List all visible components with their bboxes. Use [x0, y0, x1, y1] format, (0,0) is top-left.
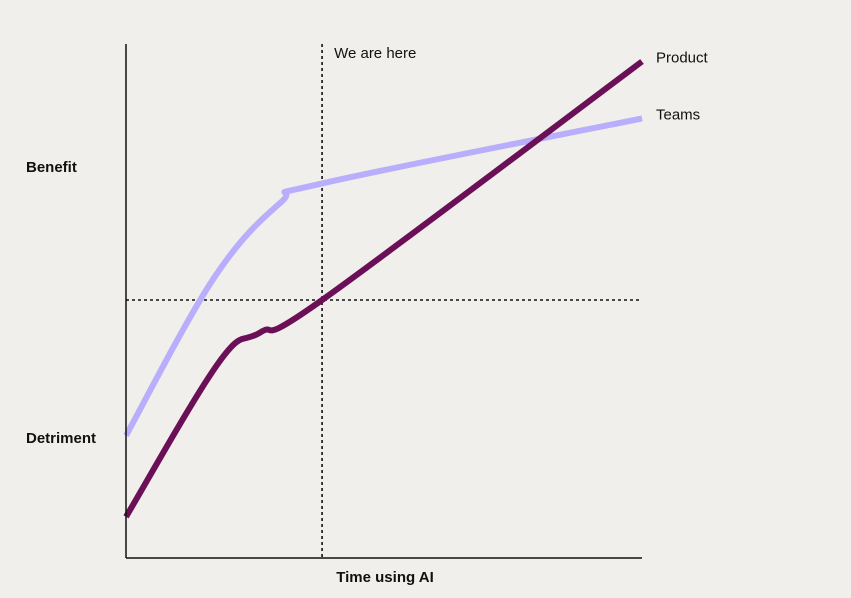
labels: Benefit Detriment Time using AI We are h… — [26, 45, 434, 586]
reference-lines — [126, 44, 642, 558]
vertical-line-label: We are here — [334, 45, 416, 62]
axes — [125, 44, 642, 559]
series-line-product — [123, 59, 644, 519]
series-label-teams: Teams — [656, 106, 700, 123]
series-labels: Teams Product — [656, 50, 709, 124]
series-line-teams — [123, 115, 643, 437]
y-tick-label-benefit: Benefit — [26, 159, 77, 176]
y-tick-label-detriment: Detriment — [26, 430, 96, 447]
series-label-product: Product — [656, 50, 709, 67]
x-axis-label: Time using AI — [336, 569, 434, 586]
series-layer — [123, 59, 644, 519]
